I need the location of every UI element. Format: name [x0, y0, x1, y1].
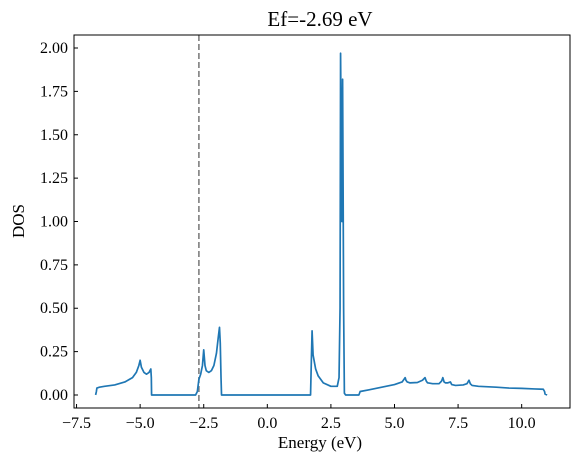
chart-title: Ef=-2.69 eV	[267, 7, 372, 31]
x-tick-label: 0.0	[257, 415, 277, 432]
x-tick-label: 7.5	[448, 415, 468, 432]
ticks-layer: −7.5 −5.0 −2.5 0.0 2.5 5.0 7.5 10.0 0.00 0.25 0.50…	[40, 40, 536, 432]
plot-frame	[73, 34, 571, 409]
y-tick-label: 1.75	[40, 83, 68, 100]
y-tick-label: 2.00	[40, 40, 68, 57]
y-tick-label: 0.50	[40, 300, 68, 317]
dos-series-line-0	[94, 52, 548, 396]
x-tick-label: −2.5	[189, 415, 218, 432]
y-tick-label: 1.50	[40, 127, 68, 144]
x-axis-label: Energy (eV)	[278, 433, 362, 452]
x-tick-label: 5.0	[384, 415, 404, 432]
y-tick-label: 1.25	[40, 170, 68, 187]
y-tick-label: 0.75	[40, 257, 68, 274]
y-axis-label: DOS	[9, 204, 28, 238]
x-tick-label: 10.0	[508, 415, 536, 432]
x-tick-label: −5.0	[126, 415, 155, 432]
plot-layer	[94, 35, 548, 408]
x-tick-label: −7.5	[62, 415, 91, 432]
y-tick-label: 1.00	[40, 214, 68, 231]
x-tick-label: 2.5	[321, 415, 341, 432]
y-tick-label: 0.00	[40, 387, 68, 404]
y-tick-label: 0.25	[40, 344, 68, 361]
